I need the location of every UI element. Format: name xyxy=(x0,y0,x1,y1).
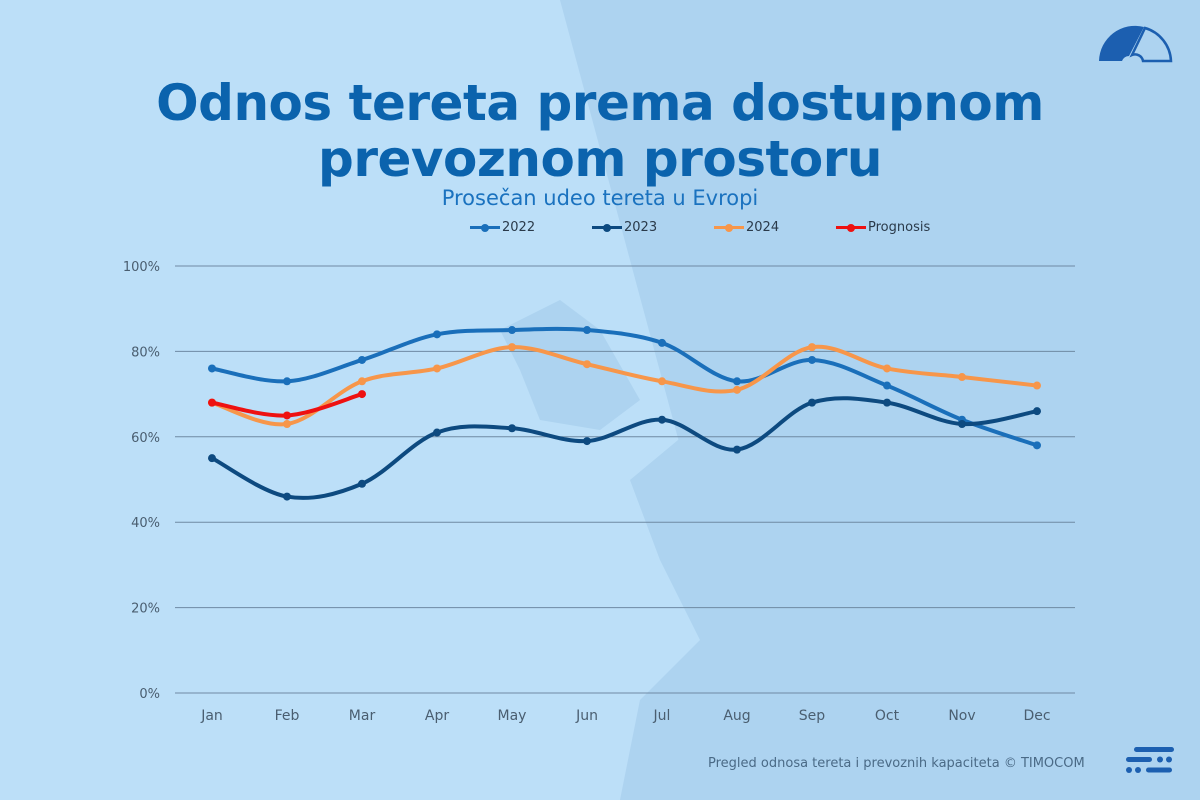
x-tick-label: Oct xyxy=(875,708,900,724)
y-tick-label: 40% xyxy=(131,516,160,531)
legend-item-2024: 2024 xyxy=(714,220,836,235)
data-point-2022 xyxy=(583,326,591,335)
data-point-2023 xyxy=(433,428,441,437)
x-tick-label: Apr xyxy=(425,708,449,724)
data-point-2022 xyxy=(433,330,441,339)
data-point-2022 xyxy=(733,377,741,386)
data-point-2023 xyxy=(358,479,366,488)
data-point-2024 xyxy=(283,419,291,428)
y-tick-label: 0% xyxy=(139,687,160,702)
data-point-2024 xyxy=(358,377,366,386)
legend-item-prognosis: Prognosis xyxy=(836,220,958,235)
series-line-2024 xyxy=(210,344,1039,427)
y-tick-label: 20% xyxy=(131,602,160,617)
x-tick-label: May xyxy=(498,708,527,724)
data-point-2024 xyxy=(733,385,741,394)
y-tick-label: 100% xyxy=(123,260,160,275)
footer-credit: Pregled odnosa tereta i prevoznih kapaci… xyxy=(708,756,1085,771)
x-tick-label: Jul xyxy=(653,708,671,724)
data-point-2023 xyxy=(1033,407,1041,416)
legend-label: 2023 xyxy=(624,220,658,235)
data-point-2022 xyxy=(283,377,291,386)
legend-item-2023: 2023 xyxy=(592,220,714,235)
legend-item-2022: 2022 xyxy=(470,220,592,235)
legend: 2022 2023 2024 Prognosis xyxy=(470,220,958,235)
data-point-2022 xyxy=(208,364,216,373)
gauge-logo-icon xyxy=(1099,25,1173,63)
data-point-2024 xyxy=(583,360,591,369)
chart-title: Odnos tereta prema dostupnom prevoznom p… xyxy=(156,74,1044,188)
data-point-2024 xyxy=(433,364,441,373)
x-tick-label: Sep xyxy=(799,708,826,724)
x-tick-label: Jun xyxy=(575,708,598,724)
data-point-2024 xyxy=(1033,381,1041,390)
x-tick-label: Jan xyxy=(200,708,223,724)
data-point-2023 xyxy=(283,492,291,501)
data-point-2024 xyxy=(958,373,966,382)
data-point-2024 xyxy=(883,364,891,373)
data-point-2023 xyxy=(208,454,216,463)
x-tick-label: Feb xyxy=(275,708,300,724)
data-point-2023 xyxy=(508,424,516,433)
x-tick-label: Dec xyxy=(1023,708,1050,724)
data-point-2023 xyxy=(658,415,666,424)
legend-swatch xyxy=(470,223,500,232)
legend-swatch xyxy=(592,223,622,232)
legend-label: 2024 xyxy=(746,220,780,235)
timocom-logo-icon xyxy=(1126,747,1174,773)
data-point-2024 xyxy=(808,343,816,352)
data-point-2022 xyxy=(358,355,366,364)
data-point-2022 xyxy=(808,355,816,364)
x-tick-label: Mar xyxy=(349,708,376,724)
data-point-2022 xyxy=(658,338,666,347)
y-tick-label: 80% xyxy=(131,345,160,360)
data-point-2023 xyxy=(958,419,966,428)
legend-swatch xyxy=(714,223,744,232)
data-point-prognosis xyxy=(208,398,216,407)
data-point-2023 xyxy=(583,437,591,446)
data-point-prognosis xyxy=(283,411,291,420)
data-point-2023 xyxy=(883,398,891,407)
data-point-2024 xyxy=(658,377,666,386)
data-point-2022 xyxy=(1033,441,1041,450)
legend-label: 2022 xyxy=(502,220,536,235)
data-point-2022 xyxy=(508,326,516,335)
data-point-2022 xyxy=(883,381,891,390)
series-line-2023 xyxy=(210,396,1039,500)
data-point-2023 xyxy=(808,398,816,407)
data-point-2023 xyxy=(733,445,741,454)
x-tick-label: Aug xyxy=(723,708,750,724)
data-point-prognosis xyxy=(358,390,366,399)
legend-swatch xyxy=(836,223,866,232)
chart-subtitle: Prosečan udeo tereta u Evropi xyxy=(441,186,759,210)
data-point-2024 xyxy=(508,343,516,352)
legend-label: Prognosis xyxy=(868,220,931,235)
y-tick-label: 60% xyxy=(131,431,160,446)
x-tick-label: Nov xyxy=(948,708,975,724)
